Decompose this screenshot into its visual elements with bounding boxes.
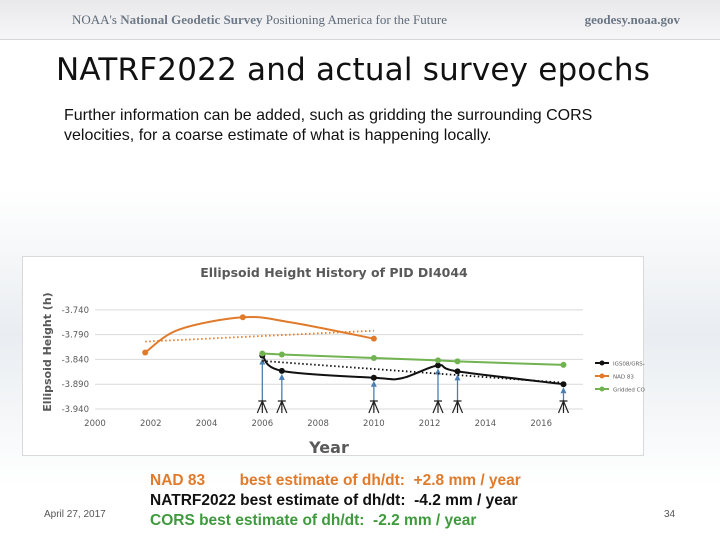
tripod-icon — [432, 399, 444, 414]
x-tick-label: 2012 — [419, 419, 441, 429]
legend-label: IGS08/GRS-80 — [613, 362, 645, 368]
x-tick-label: 2010 — [363, 419, 385, 429]
y-tick-label: -3.740 — [62, 306, 89, 316]
y-tick-label: -3.940 — [62, 405, 89, 415]
data-point — [239, 314, 246, 321]
slide-date: April 27, 2017 — [44, 509, 106, 520]
y-tick-label: -3.840 — [62, 355, 89, 365]
chart-title: Ellipsoid Height History of PID DI4044 — [200, 265, 468, 280]
data-point — [454, 358, 461, 365]
natrf-statement: NATRF2022 best estimate of dh/dt: -4.2 m… — [150, 492, 518, 509]
x-axis-label: Year — [308, 438, 349, 457]
x-tick-label: 2002 — [140, 419, 162, 429]
chart-frame: Ellipsoid Height History of PID DI4044 -3… — [22, 256, 645, 457]
data-point — [278, 351, 285, 358]
y-axis-label: Ellipsoid Height (h) — [41, 292, 54, 411]
series-line-2 — [262, 352, 564, 366]
data-point — [370, 354, 377, 361]
data-point — [560, 381, 567, 388]
data-point — [434, 362, 441, 369]
page-number: 34 — [664, 509, 676, 520]
data-point — [142, 349, 149, 356]
data-point — [370, 335, 377, 342]
ngs-logo-text: NOAA's National Geodetic Survey Position… — [72, 12, 447, 27]
y-tick-label: -3.890 — [62, 380, 89, 390]
legend-marker — [599, 386, 605, 392]
x-tick-label: 2006 — [251, 419, 273, 429]
x-tick-label: 2000 — [84, 419, 106, 429]
legend-label: NAD 83 — [613, 375, 634, 381]
tripod-icon — [256, 399, 268, 414]
data-point — [560, 361, 567, 368]
data-point — [434, 357, 441, 364]
data-point — [278, 367, 285, 374]
x-tick-label: 2016 — [530, 419, 552, 429]
arrow-head — [434, 368, 441, 375]
nad83-statement: NAD 83 best estimate of dh/dt: +2.8 mm /… — [150, 472, 521, 489]
tripod-icon — [557, 399, 570, 414]
arrow-head — [370, 380, 377, 387]
slide-title: NATRF2022 and actual survey epochs — [56, 52, 651, 88]
data-point — [454, 368, 461, 375]
y-tick-label: -3.790 — [62, 331, 89, 341]
x-tick-label: 2008 — [307, 419, 329, 429]
x-tick-label: 2004 — [196, 419, 218, 429]
ellipsoid-height-chart: Ellipsoid Height History of PID DI4044 -3… — [41, 265, 645, 457]
slide-subtitle: Further information can be added, such a… — [64, 107, 593, 144]
cors-statement: CORS best estimate of dh/dt: -2.2 mm / y… — [150, 512, 477, 529]
arrow-head — [560, 387, 567, 394]
data-point — [259, 350, 266, 357]
tripod-icon — [368, 399, 380, 414]
tripod-icon — [451, 399, 464, 414]
header-url[interactable]: geodesy.noaa.gov — [584, 12, 680, 27]
header-banner: NOAA's National Geodetic Survey Position… — [0, 0, 720, 40]
arrow-head — [454, 374, 461, 381]
data-point — [370, 374, 377, 381]
tripod-icon — [276, 399, 288, 414]
legend-marker — [599, 373, 605, 379]
legend-marker — [599, 360, 605, 366]
x-tick-label: 2014 — [475, 419, 497, 429]
legend-label: Gridded CORS — [613, 388, 645, 394]
arrow-head — [278, 373, 285, 380]
